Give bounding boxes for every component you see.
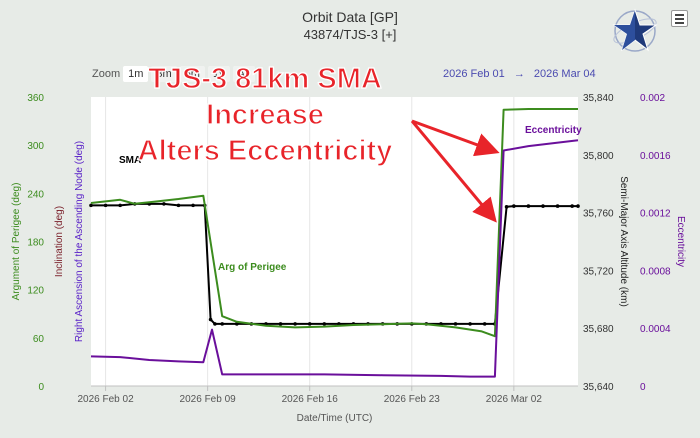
zoom-control: Zoom 1m 3m 6m 1y All bbox=[92, 66, 255, 82]
sma-data-point bbox=[555, 204, 560, 208]
sma-data-point bbox=[103, 203, 108, 208]
sma-data-point bbox=[235, 322, 239, 326]
sma-data-point bbox=[504, 205, 509, 209]
sma-data-point bbox=[576, 204, 580, 208]
range-from[interactable]: 2026 Feb 01 bbox=[443, 68, 505, 80]
sma-data-point bbox=[512, 204, 516, 208]
sma-data-point bbox=[307, 322, 312, 326]
argument-of-perigee-axis-title: Argument of Perigee (deg) bbox=[11, 183, 22, 301]
ecc-tick-label: 0.0004 bbox=[640, 324, 671, 335]
sma-data-point bbox=[162, 202, 166, 206]
left-tick-label: 120 bbox=[27, 286, 44, 297]
sma-tick-label: 35,760 bbox=[583, 209, 614, 220]
zoom-3m-button[interactable]: 3m bbox=[151, 66, 177, 82]
sma-data-point bbox=[293, 322, 297, 326]
sma-tick-label: 35,640 bbox=[583, 382, 614, 393]
sma-data-point bbox=[191, 203, 195, 208]
ecc-tick-label: 0.0016 bbox=[640, 151, 671, 162]
sma-series-label: SMA bbox=[119, 155, 141, 166]
arg-of-perigee-series-label: Arg of Perigee bbox=[218, 262, 287, 273]
zoom-6m-button[interactable]: 6m bbox=[179, 66, 205, 82]
annotation-line-2: Increase bbox=[206, 98, 325, 131]
sma-data-point bbox=[208, 317, 213, 322]
zoom-label: Zoom bbox=[92, 68, 121, 80]
range-to[interactable]: 2026 Mar 04 bbox=[533, 68, 596, 80]
chart-menu-button[interactable] bbox=[671, 10, 688, 27]
annotation-arrow-sma bbox=[410, 120, 497, 223]
eccentricity-series-label: Eccentricity bbox=[525, 125, 582, 136]
sma-data-point bbox=[118, 203, 122, 208]
arg-of-perigee-series-line bbox=[90, 108, 578, 338]
x-tick-label: 2026 Feb 02 bbox=[77, 394, 134, 405]
sma-data-point bbox=[482, 322, 487, 326]
x-tick-label: 2026 Mar 02 bbox=[486, 394, 543, 405]
sma-data-point bbox=[89, 203, 93, 208]
x-tick-label: 2026 Feb 09 bbox=[180, 394, 237, 405]
raan-axis-title: Right Ascension of the Ascending Node (d… bbox=[74, 141, 85, 342]
sma-data-point bbox=[220, 322, 225, 326]
inclination-axis-title: Inclination (deg) bbox=[54, 206, 65, 277]
left-tick-label: 360 bbox=[27, 93, 44, 104]
eccentricity-axis-title: Eccentricity bbox=[675, 216, 686, 267]
sma-axis-title: Semi-Major Axis Altitude (km) bbox=[618, 176, 629, 307]
annotation-line-1: TJS-3 81km SMA bbox=[148, 62, 383, 95]
sma-data-point bbox=[176, 203, 181, 208]
ecc-tick-label: 0.0012 bbox=[640, 209, 671, 220]
annotation-line-3: Alters Eccentricity bbox=[137, 134, 393, 167]
ecc-tick-label: 0 bbox=[640, 382, 646, 393]
sma-tick-label: 35,680 bbox=[583, 324, 614, 335]
sma-data-point bbox=[278, 322, 283, 326]
sma-tick-label: 35,720 bbox=[583, 266, 614, 277]
sma-data-point bbox=[468, 322, 472, 326]
star-logo-icon[interactable] bbox=[610, 6, 660, 56]
sma-data-point bbox=[526, 204, 531, 208]
zoom-all-button[interactable]: All bbox=[232, 66, 255, 82]
x-axis-title: Date/Time (UTC) bbox=[297, 413, 373, 424]
annotation-arrow-eccentricity bbox=[411, 119, 500, 157]
sma-data-point bbox=[322, 322, 327, 326]
left-tick-label: 180 bbox=[27, 238, 44, 249]
sma-tick-label: 35,800 bbox=[583, 151, 614, 162]
ecc-tick-label: 0.002 bbox=[640, 93, 665, 104]
sma-data-point bbox=[570, 204, 574, 208]
sma-data-point bbox=[541, 204, 545, 208]
left-tick-label: 300 bbox=[27, 141, 44, 152]
chart-title: Orbit Data [GP] bbox=[302, 9, 398, 25]
range-arrow-icon: → bbox=[513, 68, 525, 80]
x-tick-label: 2026 Feb 23 bbox=[384, 394, 441, 405]
sma-series-line bbox=[91, 202, 578, 325]
sma-data-point bbox=[453, 322, 458, 326]
left-tick-label: 0 bbox=[38, 382, 44, 393]
sma-tick-label: 35,840 bbox=[583, 93, 614, 104]
x-tick-label: 2026 Feb 16 bbox=[282, 394, 339, 405]
eccentricity-series-line bbox=[90, 139, 579, 378]
zoom-1y-button[interactable]: 1y bbox=[207, 66, 230, 82]
ecc-tick-label: 0.0008 bbox=[640, 266, 671, 277]
chart-subtitle[interactable]: 43874/TJS-3 [+] bbox=[303, 27, 397, 42]
left-tick-label: 60 bbox=[33, 334, 45, 345]
sma-data-point bbox=[213, 322, 217, 326]
date-range: 2026 Feb 01 → 2026 Mar 04 bbox=[440, 68, 599, 80]
zoom-1m-button[interactable]: 1m bbox=[123, 66, 149, 82]
left-tick-label: 240 bbox=[27, 189, 44, 200]
